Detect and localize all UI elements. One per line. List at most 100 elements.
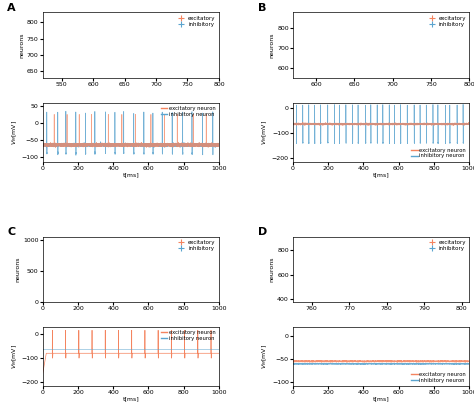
Point (90, 287, 98, 293)
Point (169, 258, 176, 264)
Point (408, 44, 415, 50)
Point (182, 256, 189, 263)
Point (49, 58, 57, 64)
Point (164, 65, 172, 71)
Point (352, 71, 360, 78)
Point (361, 238, 368, 244)
Point (111, 11, 119, 18)
Point (452, 60, 459, 66)
Point (75, 65, 82, 72)
Point (114, 29, 121, 35)
Point (294, 271, 301, 278)
Point (181, 253, 189, 259)
Point (419, 11, 427, 18)
Point (157, 29, 164, 35)
Point (102, 259, 109, 265)
Point (140, 296, 148, 303)
Point (168, 24, 176, 31)
Point (140, 68, 148, 74)
Point (194, 297, 202, 303)
Point (415, 287, 422, 293)
Point (200, 25, 207, 32)
Point (128, 279, 135, 286)
Point (421, 20, 429, 26)
Point (147, 34, 155, 40)
Point (390, 72, 397, 79)
Point (166, 28, 173, 34)
Point (461, 22, 469, 29)
Point (306, 69, 313, 76)
Point (141, 255, 149, 261)
Point (374, 58, 382, 64)
Point (156, 289, 164, 295)
Point (443, 283, 450, 290)
Point (102, 251, 109, 258)
Point (371, 254, 378, 261)
Point (103, 288, 111, 295)
Point (456, 261, 463, 267)
Point (50, 262, 57, 269)
Point (103, 286, 110, 293)
Point (63, 54, 71, 61)
Point (89, 275, 97, 281)
Point (388, 41, 396, 47)
Point (311, 274, 319, 281)
Point (75, 293, 82, 299)
Point (158, 56, 166, 62)
Point (194, 56, 202, 62)
Point (85, 251, 93, 258)
Point (66, 250, 74, 256)
Point (90, 234, 98, 241)
Point (389, 65, 397, 72)
Point (118, 59, 126, 66)
Point (176, 39, 184, 46)
Point (395, 28, 403, 35)
Point (101, 255, 109, 262)
Point (300, 33, 308, 39)
Point (164, 259, 172, 266)
Point (392, 295, 400, 302)
Point (175, 61, 182, 67)
Point (370, 17, 377, 23)
Point (410, 68, 418, 74)
Point (427, 15, 435, 21)
Point (200, 72, 208, 79)
Point (425, 281, 432, 288)
Point (416, 47, 423, 54)
Point (294, 254, 302, 261)
Point (209, 288, 217, 294)
Point (208, 294, 215, 301)
Point (409, 60, 416, 66)
Point (453, 11, 461, 18)
Point (330, 291, 337, 298)
Point (433, 249, 441, 255)
Point (426, 29, 434, 36)
Point (410, 56, 418, 63)
Point (209, 295, 216, 302)
Point (197, 30, 205, 37)
Point (326, 29, 333, 36)
Point (167, 13, 174, 20)
Point (402, 239, 410, 246)
Point (365, 246, 373, 252)
Point (343, 253, 351, 260)
Point (74, 63, 82, 70)
Point (348, 36, 356, 42)
Point (414, 27, 422, 33)
Point (444, 34, 452, 41)
Point (325, 25, 333, 32)
Point (344, 66, 352, 73)
Point (129, 269, 137, 276)
Point (102, 262, 110, 269)
Point (383, 286, 391, 293)
Point (326, 278, 333, 284)
Point (424, 289, 431, 295)
Point (429, 266, 437, 272)
Point (175, 24, 183, 30)
Point (77, 268, 85, 274)
Point (374, 279, 382, 286)
Point (329, 277, 337, 284)
Point (348, 259, 356, 266)
Point (384, 68, 392, 74)
Point (464, 74, 472, 81)
